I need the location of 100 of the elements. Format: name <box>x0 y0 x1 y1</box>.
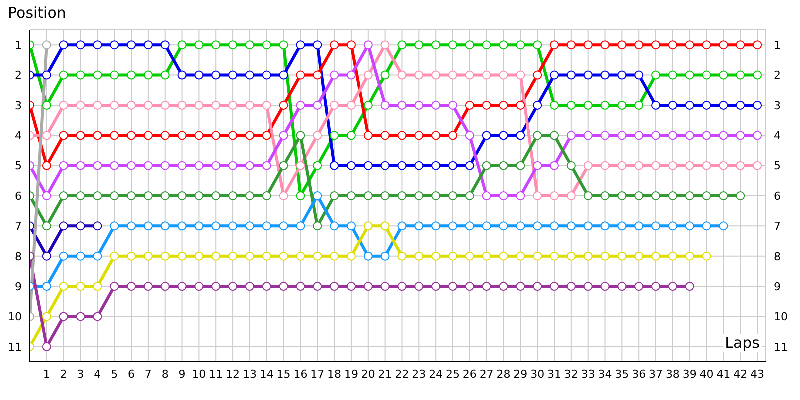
point <box>42 252 52 261</box>
point <box>279 40 288 50</box>
point <box>194 100 204 110</box>
point <box>414 40 424 50</box>
point <box>93 161 102 170</box>
x-tick-label: 7 <box>144 368 152 381</box>
point <box>584 192 593 200</box>
x-tick-label: 41 <box>716 368 731 381</box>
point <box>550 222 560 231</box>
point <box>719 222 728 231</box>
point <box>652 70 661 80</box>
point <box>364 40 373 50</box>
point <box>380 282 390 292</box>
point <box>93 192 102 200</box>
point <box>634 131 644 140</box>
point <box>279 70 288 80</box>
point <box>668 282 678 292</box>
point <box>212 252 221 261</box>
point <box>499 192 508 200</box>
point <box>380 192 390 200</box>
point <box>42 131 52 140</box>
y2-tick-label: 9 <box>774 280 781 294</box>
point <box>550 252 560 261</box>
point <box>144 100 153 110</box>
point <box>380 100 390 110</box>
point <box>618 222 627 231</box>
point <box>178 40 187 50</box>
point <box>432 131 441 140</box>
x-tick-label: 37 <box>649 368 664 381</box>
x-tick-label: 23 <box>412 368 426 381</box>
point <box>346 161 356 170</box>
point <box>753 131 762 140</box>
point <box>279 100 288 110</box>
point <box>600 252 610 261</box>
point <box>110 282 120 292</box>
point <box>465 161 474 170</box>
point <box>753 70 762 80</box>
point <box>313 40 322 50</box>
point <box>584 40 593 50</box>
point <box>584 131 593 140</box>
point <box>448 40 458 50</box>
point <box>482 282 492 292</box>
point <box>652 100 661 110</box>
point <box>448 70 458 80</box>
point <box>262 252 272 261</box>
x-tick-label: 42 <box>734 368 748 381</box>
point <box>178 192 187 200</box>
point <box>313 131 322 140</box>
point <box>380 252 390 261</box>
point <box>550 161 560 170</box>
point <box>499 282 508 292</box>
point <box>702 252 712 261</box>
x-tick-label: 3 <box>77 368 84 381</box>
point <box>330 40 340 50</box>
point <box>59 161 68 170</box>
point <box>76 100 86 110</box>
point <box>330 70 340 80</box>
point <box>110 252 120 261</box>
point <box>398 282 407 292</box>
point <box>279 222 288 231</box>
point <box>753 40 762 50</box>
point <box>42 282 52 292</box>
point <box>482 252 492 261</box>
point <box>279 131 288 140</box>
x-tick-label: 38 <box>666 368 680 381</box>
point <box>618 252 627 261</box>
point <box>465 131 474 140</box>
point <box>482 161 492 170</box>
point <box>160 131 170 140</box>
point <box>685 161 694 170</box>
point <box>194 70 204 80</box>
point <box>59 282 68 292</box>
point <box>178 282 187 292</box>
point <box>212 222 221 231</box>
point <box>702 70 712 80</box>
point <box>398 100 407 110</box>
point <box>618 70 627 80</box>
point <box>634 100 644 110</box>
y-tick-label: 5 <box>15 160 22 173</box>
point <box>279 161 288 170</box>
point <box>296 70 306 80</box>
point <box>262 131 272 140</box>
x-tick-label: 16 <box>294 368 308 381</box>
y2-tick-label: 11 <box>774 340 788 354</box>
point <box>652 222 661 231</box>
point <box>330 161 340 170</box>
point <box>262 40 272 50</box>
point <box>600 282 610 292</box>
x-tick-label: 21 <box>378 368 392 381</box>
point <box>634 192 644 200</box>
point <box>364 161 373 170</box>
point <box>194 40 204 50</box>
point <box>76 312 86 322</box>
point <box>448 100 458 110</box>
point <box>719 131 728 140</box>
y-tick-label: 9 <box>15 280 22 294</box>
point <box>228 100 238 110</box>
point <box>584 282 593 292</box>
point <box>346 222 356 231</box>
point <box>499 70 508 80</box>
